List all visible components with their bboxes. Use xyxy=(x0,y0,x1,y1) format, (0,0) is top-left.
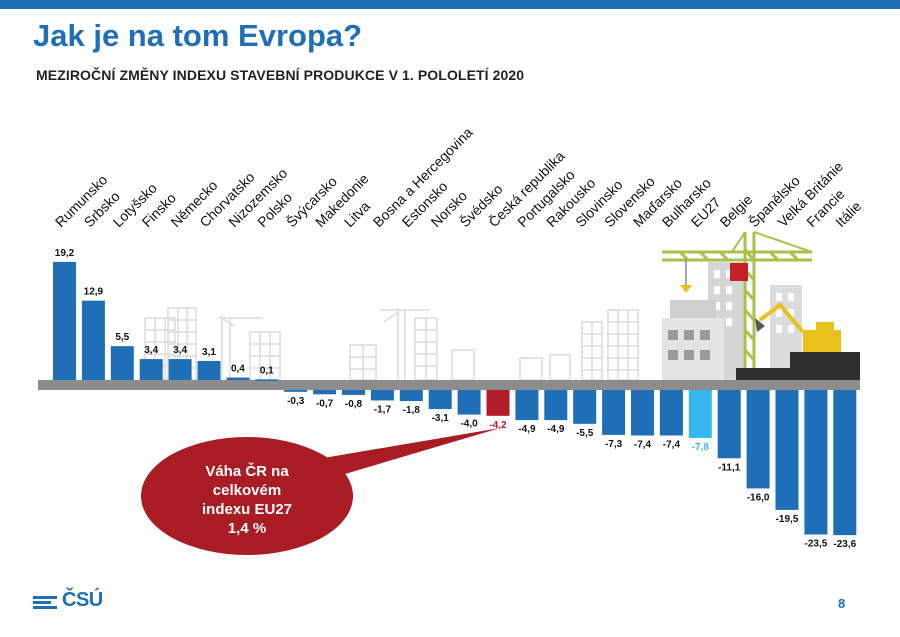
value-label-17: -4,9 xyxy=(518,424,536,435)
bar-23 xyxy=(688,390,712,438)
value-label-19: -5,5 xyxy=(576,428,594,439)
bar-12 xyxy=(370,390,394,401)
bar-25 xyxy=(746,390,770,489)
top-accent-bar xyxy=(0,0,900,9)
bar-10 xyxy=(313,390,337,395)
value-label-22: -7,4 xyxy=(663,440,681,451)
bar-24 xyxy=(717,390,741,459)
bar-20 xyxy=(602,390,626,435)
bar-14 xyxy=(428,390,452,410)
bar-11 xyxy=(342,390,365,395)
callout-line-3: indexu EU27 xyxy=(201,501,293,518)
value-label-15: -4,0 xyxy=(460,419,478,430)
callout-bubble xyxy=(300,428,500,482)
bar-6 xyxy=(197,360,221,380)
callout-text: Váha ČR na celkovém indexu EU27 1,4 % xyxy=(152,462,342,538)
value-label-26: -19,5 xyxy=(776,514,799,525)
value-label-13: -1,8 xyxy=(403,405,421,416)
value-label-1: 19,2 xyxy=(55,248,75,259)
value-label-18: -4,9 xyxy=(547,424,565,435)
value-label-7: 0,4 xyxy=(231,364,245,375)
value-label-9: -0,3 xyxy=(287,396,305,407)
value-label-10: -0,7 xyxy=(316,398,334,409)
value-label-6: 3,1 xyxy=(202,347,216,358)
bar-22 xyxy=(659,390,683,436)
bar-9 xyxy=(284,390,308,392)
bar-26 xyxy=(775,390,799,510)
bar-15 xyxy=(457,390,481,415)
bar-7 xyxy=(226,377,250,380)
bar-18 xyxy=(544,390,568,421)
bar-3 xyxy=(110,346,134,380)
bar-28 xyxy=(833,390,857,536)
value-label-14: -3,1 xyxy=(432,413,450,424)
value-label-28: -23,6 xyxy=(833,539,856,550)
bar-8 xyxy=(255,379,279,381)
value-label-3: 5,5 xyxy=(115,332,129,343)
callout-line-2: celkovém xyxy=(212,482,282,499)
bar-4 xyxy=(139,359,163,380)
chart-subtitle: MEZIROČNÍ ZMĚNY INDEXU STAVEBNÍ PRODUKCE… xyxy=(36,67,525,83)
callout-line-1: Váha ČR na xyxy=(205,463,289,480)
value-label-27: -23,5 xyxy=(805,539,828,550)
zero-baseline xyxy=(38,380,860,390)
value-label-8: 0,1 xyxy=(260,365,274,376)
value-label-5: 3,4 xyxy=(173,345,187,356)
csu-logo-icon xyxy=(33,596,57,609)
page-number: 8 xyxy=(838,596,846,611)
bar-21 xyxy=(631,390,654,436)
value-label-24: -11,1 xyxy=(718,462,741,473)
bar-17 xyxy=(515,390,539,421)
value-label-16: -4,2 xyxy=(489,420,507,431)
bar-13 xyxy=(399,390,423,402)
value-label-12: -1,7 xyxy=(374,404,392,415)
bar-19 xyxy=(573,390,597,424)
bar-16 xyxy=(486,390,510,416)
callout-line-4: 1,4 % xyxy=(227,520,267,537)
value-label-20: -7,3 xyxy=(605,439,623,450)
callout-bubble-body xyxy=(141,437,353,555)
value-label-11: -0,8 xyxy=(345,399,363,410)
page-title: Jak je na tom Evropa? xyxy=(33,18,363,53)
value-label-25: -16,0 xyxy=(747,492,770,503)
value-label-23: -7,8 xyxy=(692,442,710,453)
value-label-21: -7,4 xyxy=(634,440,652,451)
bar-1 xyxy=(53,261,76,380)
value-label-4: 3,4 xyxy=(144,345,158,356)
bar-2 xyxy=(81,300,105,380)
csu-logo-text: ČSÚ xyxy=(62,589,103,611)
bar-27 xyxy=(804,390,828,535)
value-label-2: 12,9 xyxy=(84,287,104,298)
construction-scene-illustration xyxy=(662,231,860,380)
bar-5 xyxy=(168,359,192,380)
